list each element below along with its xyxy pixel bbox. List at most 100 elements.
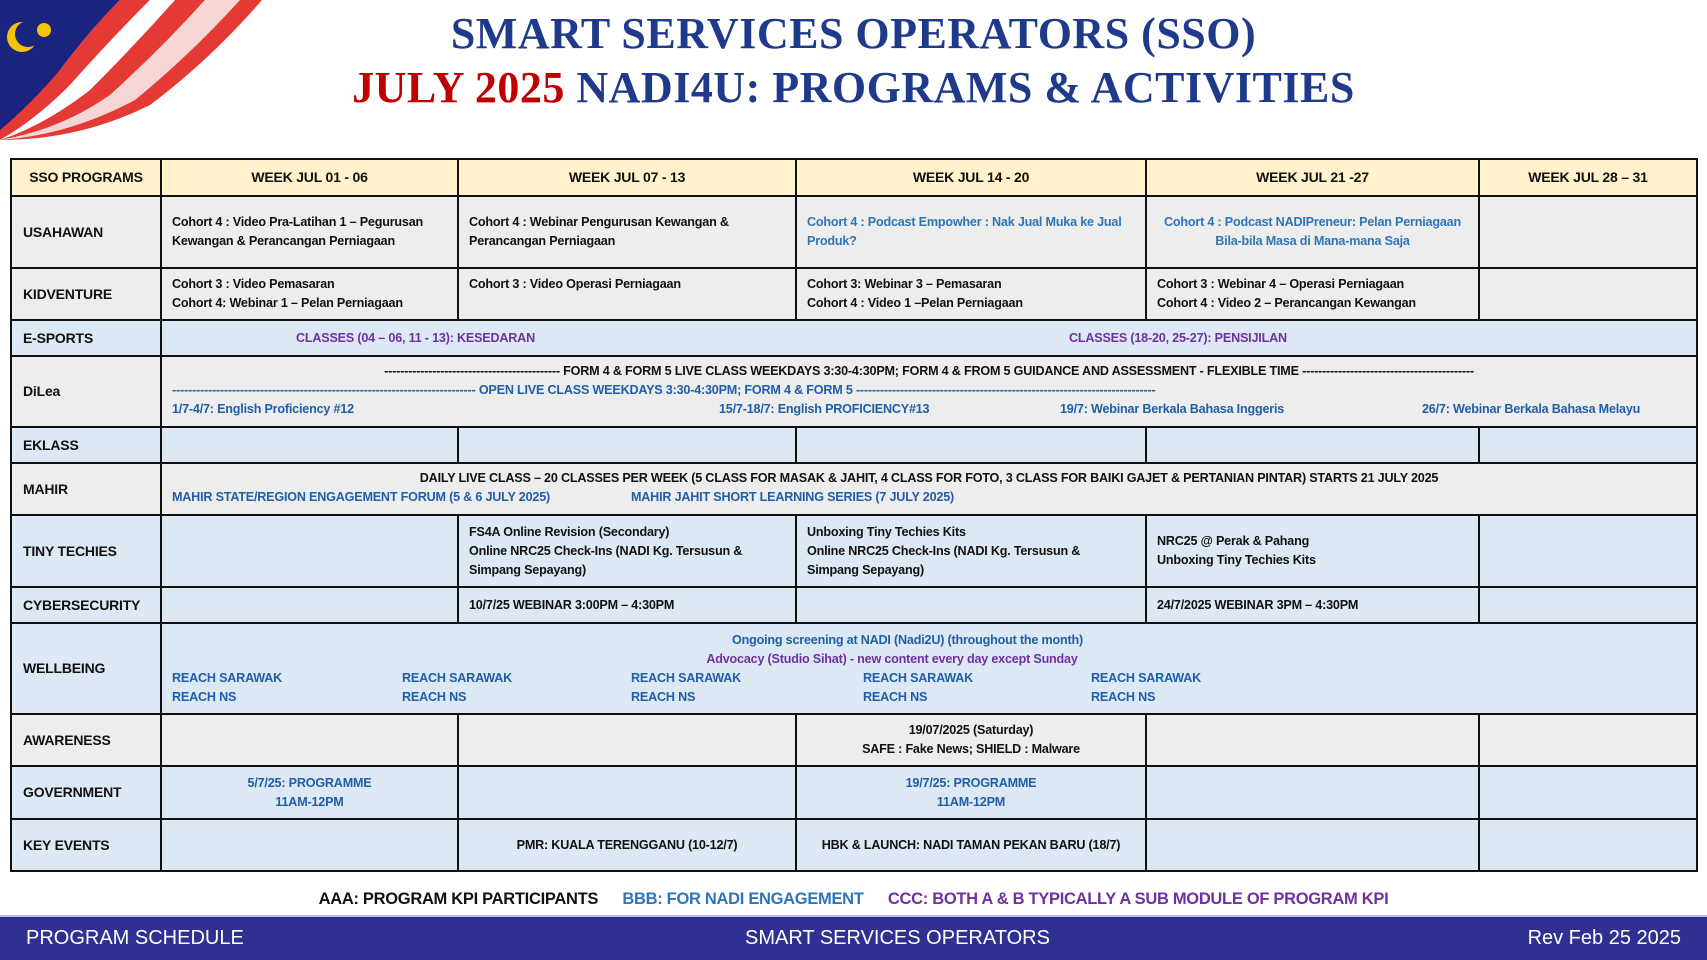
program-label: E-SPORTS	[10, 319, 162, 357]
cell: HBK & LAUNCH: NADI TAMAN PEKAN BARU (18/…	[795, 818, 1147, 872]
cell: 19/07/2025 (Saturday) SAFE : Fake News; S…	[795, 713, 1147, 767]
row-usahawan: USAHAWAN Cohort 4 : Video Pra-Latihan 1 …	[10, 195, 1698, 269]
cell: DAILY LIVE CLASS – 20 CLASSES PER WEEK (…	[160, 462, 1698, 516]
cell-line: 5/7/25: PROGRAMME	[247, 775, 372, 790]
title-subject: NADI4U: PROGRAMS & ACTIVITIES	[576, 63, 1355, 112]
row-tiny-techies: TINY TECHIES FS4A Online Revision (Secon…	[10, 514, 1698, 588]
cell: Unboxing Tiny Techies Kits Online NRC25 …	[795, 514, 1147, 588]
legend-engagement: BBB: FOR NADI ENGAGEMENT	[622, 890, 864, 908]
reach-sarawak: REACH SARAWAK	[631, 670, 742, 685]
cell-empty	[160, 514, 459, 588]
cell-empty	[1478, 818, 1698, 872]
header-row: SSO PROGRAMS WEEK JUL 01 - 06 WEEK JUL 0…	[10, 158, 1698, 197]
program-label: TINY TECHIES	[10, 514, 162, 588]
program-label: CYBERSECURITY	[10, 586, 162, 624]
esports-pensijilan: CLASSES (18-20, 25-27): PENSIJILAN	[1069, 330, 1287, 345]
mahir-line-1: DAILY LIVE CLASS – 20 CLASSES PER WEEK (…	[419, 471, 1439, 485]
cell-empty	[457, 713, 797, 767]
cell: 19/7/25: PROGRAMME 11AM-12PM	[795, 765, 1147, 820]
program-label: KEY EVENTS	[10, 818, 162, 872]
cell-line: 11AM-12PM	[275, 794, 344, 809]
cell-empty	[457, 426, 797, 464]
footer-center: SMART SERVICES OPERATORS	[745, 927, 1050, 949]
column-header: SSO PROGRAMS	[10, 158, 162, 197]
reach-sarawak: REACH SARAWAK	[863, 670, 974, 685]
cell-empty	[457, 765, 797, 820]
cell: Cohort 3: Webinar 3 – Pemasaran Cohort 4 …	[795, 267, 1147, 321]
cell: 5/7/25: PROGRAMME 11AM-12PM	[160, 765, 459, 820]
schedule-table: SSO PROGRAMS WEEK JUL 01 - 06 WEEK JUL 0…	[10, 158, 1698, 872]
cell: Cohort 3 : Webinar 4 – Operasi Perniagaa…	[1145, 267, 1480, 321]
dilea-event: 26/7: Webinar Berkala Bahasa Melayu	[1422, 401, 1641, 416]
cell: Cohort 4 : Podcast Empowher : Nak Jual M…	[795, 195, 1147, 269]
row-government: GOVERNMENT 5/7/25: PROGRAMME 11AM-12PM 19…	[10, 765, 1698, 820]
footer-bar: PROGRAM SCHEDULE SMART SERVICES OPERATOR…	[0, 915, 1707, 960]
cell: ----------------------------------------…	[160, 355, 1698, 428]
cell: Cohort 3 : Video Operasi Perniagaan	[457, 267, 797, 321]
cell-line: Cohort 4 : Video 1 –Pelan Perniagaan	[807, 296, 1023, 310]
program-label: DiLea	[10, 355, 162, 428]
wellbeing-advocacy: Advocacy (Studio Sihat) - new content ev…	[706, 651, 1078, 666]
dilea-event: 15/7-18/7: English PROFICIENCY#13	[719, 401, 930, 416]
reach-sarawak: REACH SARAWAK	[1091, 670, 1202, 685]
cell-line: Cohort 3 : Webinar 4 – Operasi Perniagaa…	[1157, 277, 1405, 291]
row-wellbeing: WELLBEING Ongoing screening at NADI (Nad…	[10, 622, 1698, 715]
cell-empty	[795, 426, 1147, 464]
cell-line: 19/7/25: PROGRAMME	[905, 775, 1037, 790]
cell: 10/7/25 WEBINAR 3:00PM – 4:30PM	[457, 586, 797, 624]
row-dilea: DiLea ----------------------------------…	[10, 355, 1698, 428]
row-key-events: KEY EVENTS PMR: KUALA TERENGGANU (10-12/…	[10, 818, 1698, 872]
reach-ns: REACH NS	[863, 689, 928, 704]
program-label: AWARENESS	[10, 713, 162, 767]
column-header: WEEK JUL 07 - 13	[457, 158, 797, 197]
cell-empty	[1145, 426, 1480, 464]
cell: Cohort 3 : Video Pemasaran Cohort 4: Webi…	[160, 267, 459, 321]
cell: 24/7/2025 WEBINAR 3PM – 4:30PM	[1145, 586, 1480, 624]
row-kidventure: KIDVENTURE Cohort 3 : Video Pemasaran Coh…	[10, 267, 1698, 321]
column-header: WEEK JUL 28 – 31	[1478, 158, 1698, 197]
cell-empty	[1478, 713, 1698, 767]
cell-empty	[160, 818, 459, 872]
reach-ns: REACH NS	[1091, 689, 1156, 704]
cell-line: 19/07/2025 (Saturday)	[908, 723, 1034, 737]
cell-empty	[1145, 765, 1480, 820]
cell-line: Cohort 4: Webinar 1 – Pelan Perniagaan	[172, 296, 403, 310]
reach-sarawak: REACH SARAWAK	[172, 670, 283, 685]
cell-empty	[1478, 514, 1698, 588]
legend-kpi: AAA: PROGRAM KPI PARTICIPANTS	[318, 890, 599, 908]
cell: PMR: KUALA TERENGGANU (10-12/7)	[457, 818, 797, 872]
program-label: MAHIR	[10, 462, 162, 516]
dilea-line-2: ----------------------------------------…	[172, 382, 1156, 397]
title-line-2: JULY 2025 NADI4U: PROGRAMS & ACTIVITIES	[0, 62, 1707, 113]
cell-empty	[1478, 586, 1698, 624]
title-line-1: SMART SERVICES OPERATORS (SSO)	[450, 9, 1257, 58]
mahir-series: MAHIR JAHIT SHORT LEARNING SERIES (7 JUL…	[631, 490, 955, 504]
cell-empty	[1478, 195, 1698, 269]
cell: Cohort 4 : Podcast NADIPreneur: Pelan Pe…	[1145, 195, 1480, 269]
cell-empty	[160, 426, 459, 464]
cell-empty	[795, 586, 1147, 624]
cell: FS4A Online Revision (Secondary) Online …	[457, 514, 797, 588]
mahir-forum: MAHIR STATE/REGION ENGAGEMENT FORUM (5 &…	[172, 490, 550, 504]
reach-sarawak: REACH SARAWAK	[402, 670, 513, 685]
footer-left: PROGRAM SCHEDULE	[26, 927, 244, 949]
cell-empty	[1478, 267, 1698, 321]
column-header: WEEK JUL 01 - 06	[160, 158, 459, 197]
column-header: WEEK JUL 14 - 20	[795, 158, 1147, 197]
row-mahir: MAHIR DAILY LIVE CLASS – 20 CLASSES PER …	[10, 462, 1698, 516]
column-header: WEEK JUL 21 -27	[1145, 158, 1480, 197]
reach-ns: REACH NS	[631, 689, 696, 704]
cell: Ongoing screening at NADI (Nadi2U) (thro…	[160, 622, 1698, 715]
cell-line: 11AM-12PM	[936, 794, 1006, 809]
row-cybersecurity: CYBERSECURITY 10/7/25 WEBINAR 3:00PM – 4…	[10, 586, 1698, 624]
cell-empty	[160, 586, 459, 624]
malaysia-flag-logo	[0, 0, 262, 140]
dilea-event: 19/7: Webinar Berkala Bahasa Inggeris	[1060, 401, 1285, 416]
cell-empty	[1145, 713, 1480, 767]
cell-line: Cohort 4 : Video 2 – Perancangan Kewanga…	[1157, 296, 1416, 310]
row-awareness: AWARENESS 19/07/2025 (Saturday) SAFE : Fa…	[10, 713, 1698, 767]
program-label: GOVERNMENT	[10, 765, 162, 820]
title-month: JULY 2025	[352, 63, 565, 112]
cell-empty	[160, 713, 459, 767]
cell-empty	[1478, 426, 1698, 464]
